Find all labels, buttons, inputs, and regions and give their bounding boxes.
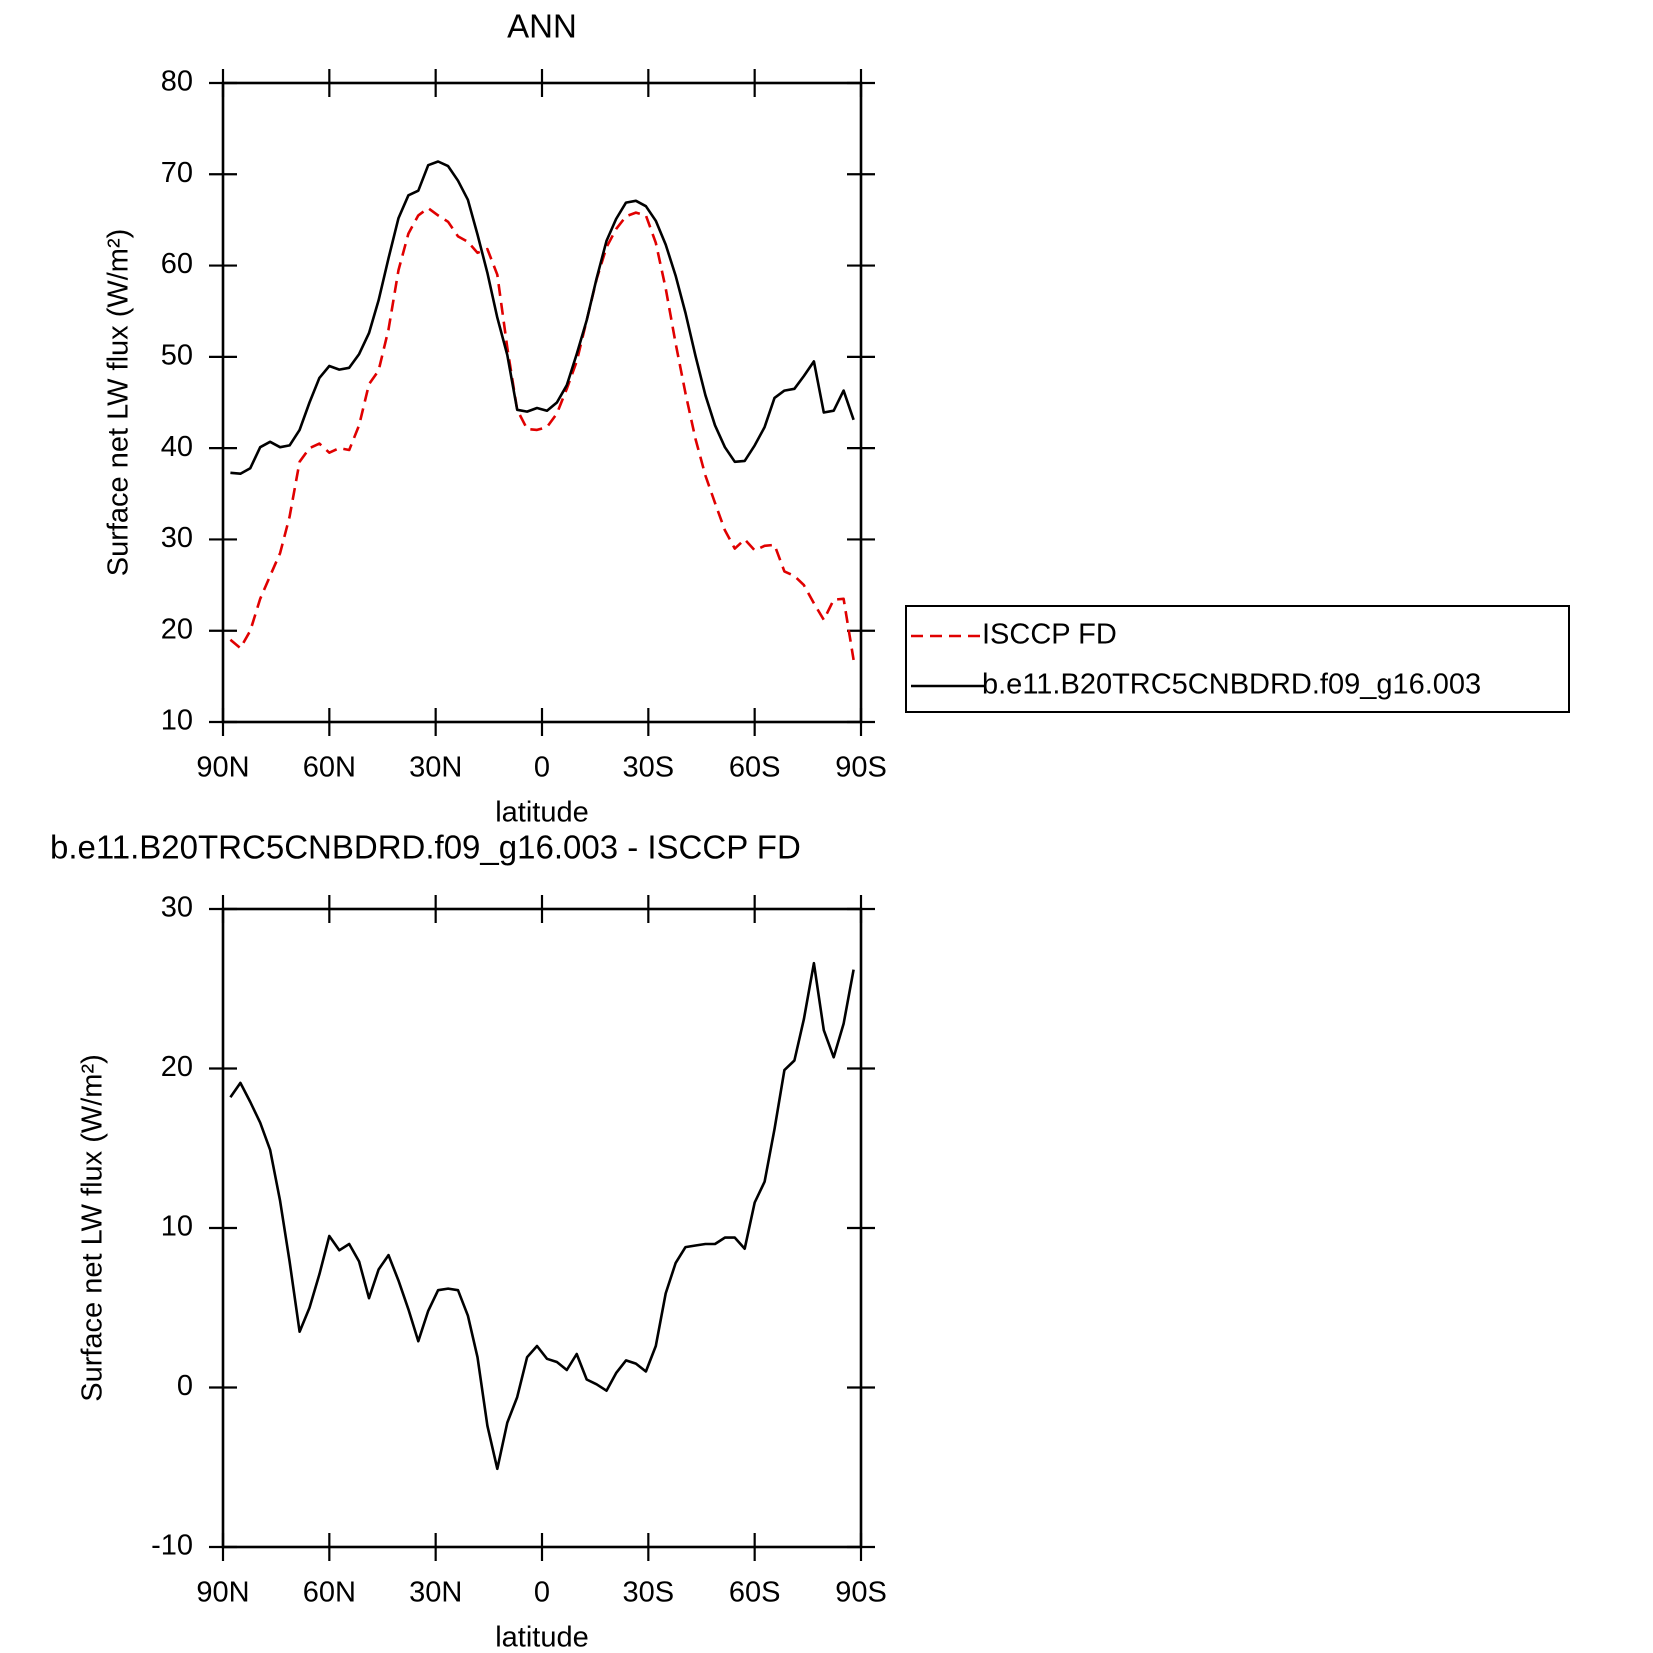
x-tick-label: 30S xyxy=(623,1577,675,1609)
y-tick-label: 10 xyxy=(161,705,193,737)
data-line xyxy=(229,206,855,661)
x-tick-label: 60S xyxy=(729,752,781,784)
legend-box xyxy=(905,605,1570,713)
x-tick-label: 0 xyxy=(534,752,550,784)
legend-label: b.e11.B20TRC5CNBDRD.f09_g16.003 xyxy=(982,669,1481,701)
x-axis-label: latitude xyxy=(495,1622,589,1653)
y-tick-label: 20 xyxy=(161,1051,193,1083)
x-tick-label: 90S xyxy=(835,752,887,784)
chart-title: ANN xyxy=(507,8,577,45)
y-axis-label: Surface net LW flux (W/m²) xyxy=(77,1054,109,1402)
x-tick-label: 30N xyxy=(409,1577,462,1609)
y-axis-label: Surface net LW flux (W/m²) xyxy=(103,229,135,577)
y-tick-label: -10 xyxy=(151,1530,193,1562)
chart-title: b.e11.B20TRC5CNBDRD.f09_g16.003 - ISCCP … xyxy=(50,829,801,866)
x-tick-label: 90N xyxy=(196,1577,249,1609)
legend-label: ISCCP FD xyxy=(982,619,1117,651)
y-tick-label: 60 xyxy=(161,248,193,280)
x-tick-label: 30N xyxy=(409,752,462,784)
y-tick-label: 40 xyxy=(161,431,193,463)
x-tick-label: 60N xyxy=(303,1577,356,1609)
x-axis-label: latitude xyxy=(495,797,589,829)
x-tick-label: 0 xyxy=(534,1577,550,1609)
y-tick-label: 0 xyxy=(177,1370,193,1402)
x-tick-label: 30S xyxy=(623,752,675,784)
plot-frame xyxy=(221,81,863,724)
y-tick-label: 80 xyxy=(161,66,193,98)
y-tick-label: 30 xyxy=(161,892,193,924)
y-tick-label: 10 xyxy=(161,1211,193,1243)
data-line xyxy=(230,160,855,475)
data-line xyxy=(229,961,855,1471)
x-tick-label: 90N xyxy=(196,752,249,784)
y-tick-label: 30 xyxy=(161,522,193,554)
y-tick-label: 70 xyxy=(161,157,193,189)
y-tick-label: 50 xyxy=(161,340,193,372)
x-tick-label: 90S xyxy=(835,1577,887,1609)
y-tick-label: 20 xyxy=(161,613,193,645)
x-tick-label: 60N xyxy=(303,752,356,784)
x-tick-label: 60S xyxy=(729,1577,781,1609)
plot-frame xyxy=(221,907,863,1549)
